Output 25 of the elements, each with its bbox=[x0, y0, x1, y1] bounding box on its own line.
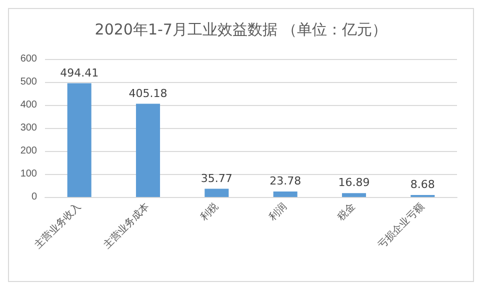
data-label: 8.68 bbox=[410, 178, 435, 192]
y-tick-label: 400 bbox=[20, 100, 38, 110]
y-tick-label: 500 bbox=[20, 76, 38, 88]
data-label: 23.78 bbox=[270, 174, 302, 188]
bar bbox=[204, 188, 229, 197]
x-tick-label: 利润 bbox=[266, 200, 290, 224]
chart-title: 2020年1-7月工业效益数据 （单位：亿元） bbox=[94, 20, 388, 38]
y-tick-label: 300 bbox=[20, 122, 38, 134]
y-tick-label: 200 bbox=[20, 146, 38, 156]
y-tick-label: 600 bbox=[20, 54, 38, 64]
bar bbox=[273, 192, 298, 197]
bar bbox=[67, 83, 92, 197]
x-tick-label: 税金 bbox=[335, 200, 358, 224]
data-label: 405.18 bbox=[128, 86, 168, 100]
y-tick-label: 0 bbox=[31, 192, 38, 202]
x-tick-label: 主营业务成本 bbox=[100, 200, 152, 252]
data-label: 494.41 bbox=[60, 66, 99, 80]
bar bbox=[136, 104, 160, 197]
x-tick-label: 利税 bbox=[198, 200, 221, 224]
y-tick-label: 100 bbox=[20, 168, 38, 180]
bar bbox=[342, 193, 366, 197]
x-tick-label: 主营业务收入 bbox=[32, 200, 84, 252]
x-tick-label: 亏损企业亏额 bbox=[376, 200, 427, 252]
data-label: 35.77 bbox=[200, 172, 232, 185]
data-label: 16.89 bbox=[338, 176, 370, 190]
